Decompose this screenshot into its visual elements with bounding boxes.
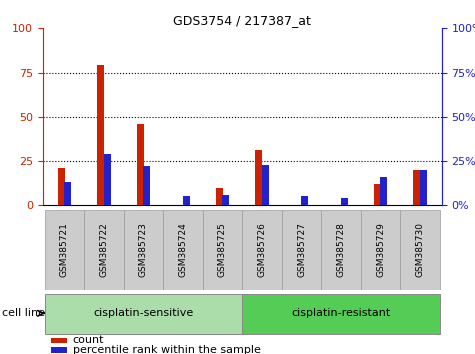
Bar xyxy=(216,188,223,205)
Bar xyxy=(419,170,427,205)
Bar xyxy=(45,293,242,334)
Bar xyxy=(301,196,308,205)
Bar xyxy=(64,182,71,205)
Bar xyxy=(45,210,84,290)
Bar xyxy=(380,177,387,205)
Bar xyxy=(262,165,269,205)
Text: GSM385721: GSM385721 xyxy=(60,222,69,278)
Bar xyxy=(282,210,321,290)
Bar xyxy=(255,150,262,205)
Text: GSM385725: GSM385725 xyxy=(218,222,227,278)
Bar xyxy=(97,65,104,205)
Text: GSM385724: GSM385724 xyxy=(179,223,188,277)
Bar xyxy=(104,154,111,205)
Bar xyxy=(361,210,400,290)
Bar xyxy=(163,210,203,290)
Text: GSM385722: GSM385722 xyxy=(99,223,108,277)
Bar xyxy=(51,338,66,343)
Bar xyxy=(374,184,381,205)
Bar xyxy=(84,210,124,290)
Bar xyxy=(222,195,229,205)
Text: GSM385729: GSM385729 xyxy=(376,222,385,278)
Bar xyxy=(124,210,163,290)
Bar xyxy=(51,347,66,353)
Bar xyxy=(321,210,361,290)
Text: GSM385728: GSM385728 xyxy=(336,222,345,278)
Text: percentile rank within the sample: percentile rank within the sample xyxy=(73,345,261,354)
Title: GDS3754 / 217387_at: GDS3754 / 217387_at xyxy=(173,14,311,27)
Text: GSM385723: GSM385723 xyxy=(139,222,148,278)
Bar xyxy=(242,293,440,334)
Bar xyxy=(58,168,65,205)
Text: cell line: cell line xyxy=(2,308,46,318)
Bar xyxy=(203,210,242,290)
Text: GSM385726: GSM385726 xyxy=(257,222,266,278)
Text: cisplatin-sensitive: cisplatin-sensitive xyxy=(94,308,194,318)
Bar xyxy=(400,210,440,290)
Text: cisplatin-resistant: cisplatin-resistant xyxy=(291,308,390,318)
Bar xyxy=(143,166,150,205)
Bar xyxy=(137,124,144,205)
Bar xyxy=(242,210,282,290)
Bar xyxy=(182,196,190,205)
Text: GSM385727: GSM385727 xyxy=(297,222,306,278)
Text: GSM385730: GSM385730 xyxy=(416,222,425,278)
Bar xyxy=(341,198,348,205)
Text: count: count xyxy=(73,335,104,346)
Bar xyxy=(413,170,420,205)
